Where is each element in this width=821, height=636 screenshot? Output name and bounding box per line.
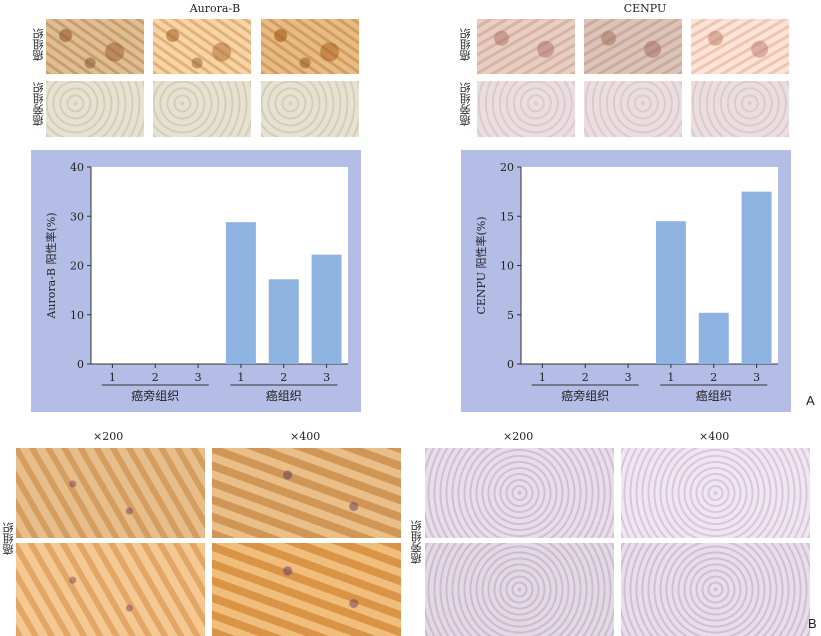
x-tick-label: 1 <box>109 371 116 384</box>
y-tick-label: 10 <box>70 309 84 322</box>
panel-b-left-row-label: 癌组织 <box>2 522 15 555</box>
y-axis-label: Aurora-B 阳性率(%) <box>44 212 58 319</box>
x-tick-label: 3 <box>625 371 632 384</box>
cenpu-adjacent-image-2 <box>584 81 682 137</box>
bar <box>225 222 256 364</box>
y-tick-label: 15 <box>500 210 514 223</box>
aurora-adjacent-image-2 <box>153 81 251 137</box>
group-label: 癌组织 <box>266 388 302 403</box>
cenpu-mag-400-label: ×400 <box>699 430 730 443</box>
aurora-mag-200-label: ×200 <box>93 430 124 443</box>
cenpu-adjacent-image-3 <box>691 81 789 137</box>
cenpu-tumor-image-2 <box>584 19 682 74</box>
y-tick-label: 5 <box>507 309 514 322</box>
group-label: 癌旁组织 <box>561 388 609 403</box>
x-tick-label: 3 <box>753 371 760 384</box>
x-tick-label: 1 <box>667 371 674 384</box>
x-tick-label: 3 <box>323 371 330 384</box>
cenpu-adjacent-image-1 <box>477 81 575 137</box>
aurora-tumor-image-1 <box>46 19 144 74</box>
x-tick-label: 1 <box>539 371 546 384</box>
x-tick-label: 2 <box>710 371 717 384</box>
plot-area <box>91 167 348 364</box>
bar <box>741 191 772 364</box>
panel-b-right-row-label: 癌旁组织 <box>410 520 423 564</box>
x-tick-label: 2 <box>152 371 159 384</box>
y-tick-label: 40 <box>70 161 84 174</box>
aurora-b-tumor-400-image <box>212 448 401 538</box>
cenpu-adjacent-200-image-2 <box>425 543 614 636</box>
aurora-b-chart: 0 10 20 30 40 Aurora-B 阳性率(%) 1 2 3 1 2 3 癌旁组织 癌组织 <box>44 161 348 403</box>
aurora-b-tumor-200-image <box>16 448 205 538</box>
bar <box>311 254 342 364</box>
aurora-tumor-image-3 <box>261 19 359 74</box>
cenpu-adjacent-200-image <box>425 448 614 538</box>
aurora-adjacent-row-label: 癌旁组织 <box>32 82 45 126</box>
bar <box>698 312 729 364</box>
bar <box>655 221 686 364</box>
plot-area <box>521 167 778 364</box>
cenpu-adjacent-400-image <box>621 448 810 538</box>
group-label: 癌旁组织 <box>131 388 179 403</box>
y-tick-label: 0 <box>77 358 84 371</box>
cenpu-tumor-image-1 <box>477 19 575 74</box>
panel-b-letter: B <box>808 616 817 631</box>
aurora-b-tumor-200-image-2 <box>16 543 205 636</box>
y-tick-label: 20 <box>70 260 84 273</box>
cenpu-adjacent-400-image-2 <box>621 543 810 636</box>
aurora-adjacent-image-3 <box>261 81 359 137</box>
aurora-adjacent-image-1 <box>46 81 144 137</box>
aurora-b-title: Aurora-B <box>189 2 241 15</box>
cenpu-adjacent-row-label: 癌旁组织 <box>459 82 472 126</box>
x-tick-label: 1 <box>237 371 244 384</box>
group-label: 癌组织 <box>696 388 732 403</box>
y-tick-label: 20 <box>500 161 514 174</box>
y-tick-label: 30 <box>70 210 84 223</box>
panel-a-letter: A <box>806 393 815 408</box>
x-tick-label: 3 <box>195 371 202 384</box>
x-tick-label: 2 <box>280 371 287 384</box>
cenpu-tumor-image-3 <box>691 19 789 74</box>
aurora-tumor-row-label: 癌组织 <box>32 28 45 61</box>
aurora-tumor-image-2 <box>153 19 251 74</box>
cenpu-tumor-row-label: 癌组织 <box>459 28 472 61</box>
x-tick-label: 2 <box>582 371 589 384</box>
bar <box>268 279 299 364</box>
y-tick-label: 10 <box>500 260 514 273</box>
y-axis-label: CENPU 阳性率(%) <box>474 216 488 314</box>
aurora-mag-400-label: ×400 <box>290 430 321 443</box>
cenpu-chart: 0 5 10 15 20 CENPU 阳性率(%) 1 2 3 1 2 3 癌旁组织 癌组织 <box>474 161 778 403</box>
aurora-b-tumor-400-image-2 <box>212 543 401 636</box>
y-tick-label: 0 <box>507 358 514 371</box>
cenpu-mag-200-label: ×200 <box>503 430 534 443</box>
cenpu-title: CENPU <box>623 2 667 15</box>
